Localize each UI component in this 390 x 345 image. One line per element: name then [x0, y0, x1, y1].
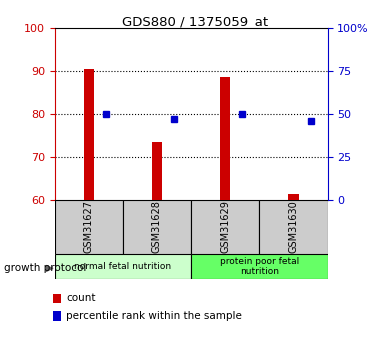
Text: protein poor fetal
nutrition: protein poor fetal nutrition: [220, 257, 299, 276]
Bar: [220, 77, 230, 200]
Text: count: count: [66, 294, 96, 303]
Text: growth protocol: growth protocol: [4, 264, 86, 273]
Text: percentile rank within the sample: percentile rank within the sample: [66, 311, 242, 321]
Bar: [83, 69, 94, 200]
Text: GSM31628: GSM31628: [152, 200, 162, 253]
Bar: [55, 254, 191, 279]
Text: GDS880 / 1375059_at: GDS880 / 1375059_at: [122, 16, 268, 29]
Bar: [123, 200, 191, 254]
Bar: [152, 142, 162, 200]
Text: GSM31630: GSM31630: [289, 200, 298, 253]
Bar: [191, 200, 259, 254]
Text: normal fetal nutrition: normal fetal nutrition: [74, 262, 172, 271]
Bar: [191, 254, 328, 279]
Bar: [55, 200, 123, 254]
Text: GSM31629: GSM31629: [220, 200, 230, 253]
Text: GSM31627: GSM31627: [84, 200, 94, 253]
Bar: [259, 200, 328, 254]
Bar: [288, 194, 299, 200]
